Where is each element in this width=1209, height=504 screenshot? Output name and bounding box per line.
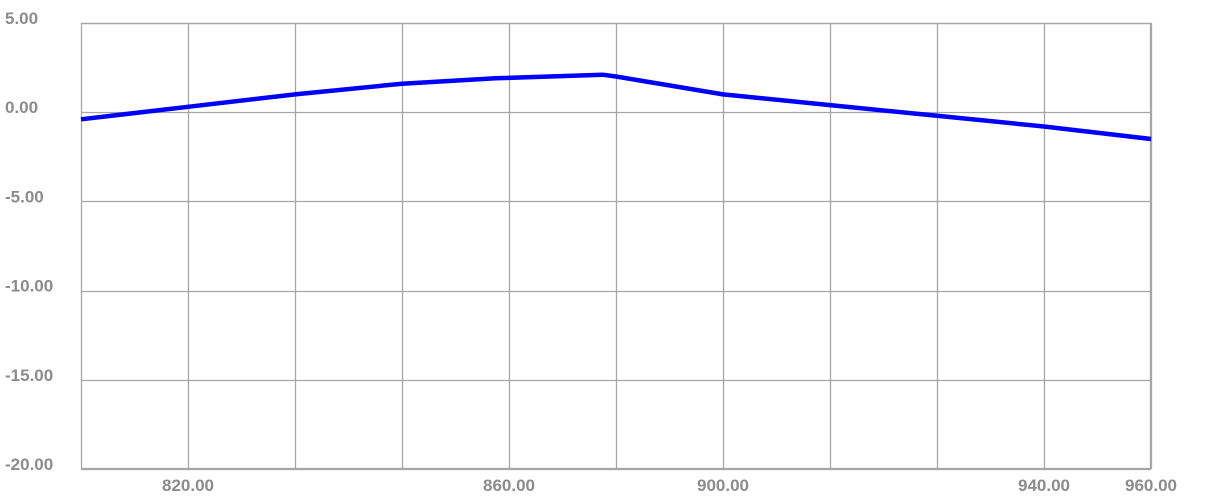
y-tick-label: -20.00	[5, 455, 53, 474]
y-tick-label: -15.00	[5, 366, 53, 385]
grid	[80, 22, 1153, 471]
y-tick-label: -5.00	[5, 187, 44, 206]
x-tick-label: 820.00	[162, 476, 214, 495]
x-tick-label: 960.00	[1125, 476, 1177, 495]
y-tick-label: 0.00	[5, 98, 38, 117]
x-tick-label: 940.00	[1018, 476, 1070, 495]
series-line	[80, 72, 1152, 142]
y-tick-label: -10.00	[5, 277, 53, 296]
y-axis-labels: 5.00 0.00 -5.00 -10.00 -15.00 -20.00	[5, 9, 53, 474]
x-tick-label: 860.00	[483, 476, 535, 495]
x-axis-labels: 820.00 860.00 900.00 940.00 960.00	[162, 476, 1177, 495]
y-tick-label: 5.00	[5, 9, 38, 28]
series-layer	[80, 72, 1152, 142]
x-tick-label: 900.00	[697, 476, 749, 495]
